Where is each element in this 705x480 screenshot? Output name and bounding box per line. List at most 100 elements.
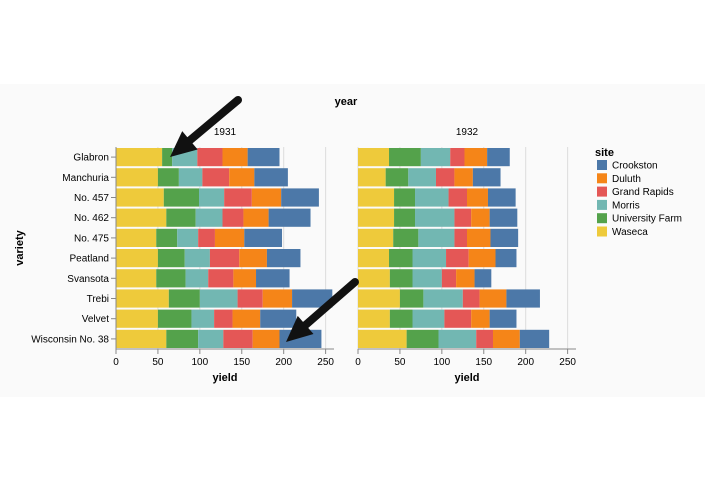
bar-1931-wisconsin-no-38-university-farm <box>166 329 199 348</box>
bar-1931-no-475-university-farm <box>156 228 178 247</box>
bar-1931-manchuria-grand-rapids <box>202 168 230 187</box>
y-tick-label: Peatland <box>70 254 109 265</box>
bar-1932-manchuria-duluth <box>454 168 473 187</box>
legend: Crookston Duluth Grand Rapids Morris Univers… <box>597 160 682 238</box>
bar-1932-wisconsin-no-38-duluth <box>492 329 520 348</box>
bar-1931-peatland-duluth <box>239 249 267 268</box>
bar-1932-trebi-duluth <box>479 289 507 308</box>
bar-1932-wisconsin-no-38-university-farm <box>406 329 439 348</box>
bar-1931-trebi-duluth <box>262 289 293 308</box>
x-tick-label: 150 <box>233 357 250 368</box>
bar-1932-manchuria-grand-rapids <box>435 168 455 187</box>
legend-swatch-university-farm <box>597 213 607 224</box>
bar-1932-no-475-university-farm <box>393 228 419 247</box>
bar-1931-svansota-waseca <box>116 269 157 288</box>
bar-1932-peatland-morris <box>412 249 447 268</box>
bar-1932-manchuria-waseca <box>358 168 386 187</box>
bar-1931-velvet-duluth <box>232 309 261 328</box>
bar-1931-peatland-morris <box>184 249 210 268</box>
bar-1932-glabron-waseca <box>358 148 390 167</box>
x-tick-label: 100 <box>192 357 209 368</box>
bar-1931-glabron-grand-rapids <box>197 148 223 167</box>
bar-1931-glabron-duluth <box>222 148 248 167</box>
bar-1931-peatland-grand-rapids <box>209 249 240 268</box>
bar-1931-velvet-grand-rapids <box>214 309 233 328</box>
y-tick-label: Manchuria <box>62 173 109 184</box>
legend-swatch-crookston <box>597 160 607 170</box>
bar-1932-peatland-university-farm <box>389 249 413 268</box>
bar-1932-wisconsin-no-38-waseca <box>358 329 407 348</box>
bar-1932-velvet-crookston <box>489 309 517 328</box>
y-axis-title: variety <box>14 229 26 265</box>
bar-1932-no-462-morris <box>415 208 455 227</box>
x-tick-label: 100 <box>434 357 451 368</box>
bar-1932-velvet-waseca <box>358 309 390 328</box>
bar-1932-manchuria-morris <box>408 168 436 187</box>
bar-1932-velvet-university-farm <box>389 309 413 328</box>
bar-1932-no-457-university-farm <box>394 188 416 207</box>
bar-1932-no-457-duluth <box>467 188 488 207</box>
bar-1932-velvet-duluth <box>471 309 490 328</box>
y-tick-label: No. 462 <box>74 213 109 224</box>
bar-1932-no-462-university-farm <box>394 208 416 227</box>
bar-1931-no-475-duluth <box>214 228 245 247</box>
facet-label-1932: 1932 <box>456 127 479 138</box>
legend-label-morris: Morris <box>612 200 640 211</box>
panel-1932: 0 50 100 150 200 250 <box>355 147 576 368</box>
bar-1932-no-457-waseca <box>358 188 395 207</box>
annotation-arrows <box>170 96 359 342</box>
bar-1931-glabron-waseca <box>116 148 163 167</box>
bar-1931-wisconsin-no-38-duluth <box>252 329 280 348</box>
bar-1931-svansota-crookston <box>256 269 290 288</box>
bar-1932-no-475-grand-rapids <box>454 228 467 247</box>
bar-1932-glabron-duluth <box>464 148 488 167</box>
bar-1931-wisconsin-no-38-waseca <box>116 329 167 348</box>
legend-label-crookston: Crookston <box>612 161 658 172</box>
bar-1931-no-457-waseca <box>116 188 164 207</box>
x-tick-label: 250 <box>559 357 576 368</box>
bar-1931-peatland-university-farm <box>157 249 185 268</box>
bar-1931-manchuria-university-farm <box>157 168 179 187</box>
legend-label-waseca: Waseca <box>612 227 648 238</box>
x-tick-label: 150 <box>475 357 492 368</box>
bar-1932-trebi-morris <box>423 289 463 308</box>
bar-1931-manchuria-morris <box>178 168 203 187</box>
bar-1931-svansota-duluth <box>233 269 257 288</box>
legend-title: site <box>595 147 614 159</box>
x-tick-label: 50 <box>152 357 164 368</box>
bar-1931-no-457-morris <box>199 188 225 207</box>
bar-1932-wisconsin-no-38-grand-rapids <box>476 329 493 348</box>
bar-1932-no-475-waseca <box>358 228 394 247</box>
bar-1932-trebi-waseca <box>358 289 400 308</box>
arrow-annotation-bottom <box>286 278 359 342</box>
y-tick-label: Svansota <box>67 274 109 285</box>
bar-1932-no-462-crookston <box>489 208 518 227</box>
bar-1931-no-462-grand-rapids <box>222 208 244 227</box>
arrow-annotation-top <box>170 96 242 157</box>
bar-1932-svansota-morris <box>412 269 442 288</box>
x-axis-title-1932: yield <box>454 372 479 384</box>
bar-1932-wisconsin-no-38-morris <box>438 329 477 348</box>
bar-1931-trebi-morris <box>199 289 238 308</box>
bar-1932-no-475-duluth <box>467 228 491 247</box>
bar-1932-no-457-grand-rapids <box>448 188 467 207</box>
bar-1931-velvet-crookston <box>260 309 297 328</box>
bar-1932-peatland-crookston <box>495 249 517 268</box>
bar-1931-no-475-morris <box>177 228 199 247</box>
bar-1932-velvet-grand-rapids <box>444 309 472 328</box>
bar-1931-no-475-crookston <box>244 228 283 247</box>
x-tick-label: 0 <box>113 357 119 368</box>
bar-1931-no-475-waseca <box>116 228 157 247</box>
facet-label-1931: 1931 <box>214 127 237 138</box>
bar-1932-svansota-waseca <box>358 269 390 288</box>
bar-1931-velvet-university-farm <box>157 309 192 328</box>
legend-label-duluth: Duluth <box>612 174 641 185</box>
bar-1931-velvet-morris <box>191 309 215 328</box>
y-tick-label: No. 475 <box>74 233 109 244</box>
x-tick-label: 250 <box>317 357 334 368</box>
legend-swatch-duluth <box>597 173 607 184</box>
x-axis-title-1931: yield <box>212 372 237 384</box>
bar-1932-manchuria-crookston <box>472 168 501 187</box>
bar-1931-no-457-duluth <box>251 188 282 207</box>
y-tick-label: Velvet <box>82 314 109 325</box>
